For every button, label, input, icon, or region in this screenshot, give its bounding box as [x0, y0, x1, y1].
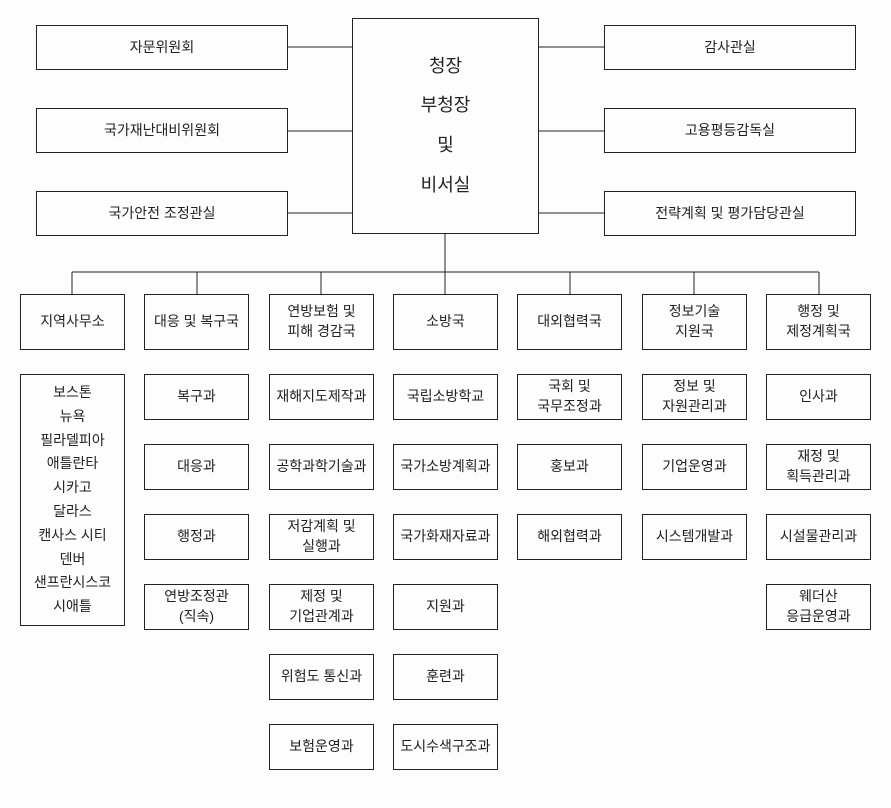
sub-label: 보험운영과	[289, 737, 353, 757]
col-head-external: 대외협력국	[517, 294, 622, 350]
sub-label: 훈련과	[426, 667, 465, 687]
sub-label: 지원과	[426, 597, 465, 617]
sub-box: 보험운영과	[269, 724, 374, 770]
sub-label: 제정 및 기업관계과	[289, 587, 353, 626]
sub-label: 해외협력과	[537, 527, 601, 547]
sub-label: 연방조정관 (직속)	[164, 587, 228, 626]
sub-label: 공학과학기술과	[276, 457, 366, 477]
sub-label: 국가소방계획과	[400, 457, 490, 477]
sub-label: 도시수색구조과	[400, 737, 490, 757]
col-head-label: 소방국	[426, 312, 465, 332]
sub-box: 저감계획 및 실행과	[269, 514, 374, 560]
col-head-fire: 소방국	[393, 294, 498, 350]
col-head-insurance: 연방보험 및 피해 경감국	[269, 294, 374, 350]
left-box-label: 자문위원회	[130, 38, 194, 58]
sub-box: 도시수색구조과	[393, 724, 498, 770]
sub-label: 기업운영과	[662, 457, 726, 477]
col-head-label: 정보기술 지원국	[669, 302, 721, 341]
sub-box: 훈련과	[393, 654, 498, 700]
sub-box: 국립소방학교	[393, 374, 498, 420]
sub-label: 위험도 통신과	[281, 667, 362, 687]
regional-office-list-text: 보스톤 뉴욕 필라델피아 애틀란타 시카고 달라스 캔사스 시티 덴버 샌프란시…	[34, 381, 111, 619]
col-head-label: 대외협력국	[537, 312, 601, 332]
sub-label: 국가화재자료과	[400, 527, 490, 547]
left-advisory-committee: 자문위원회	[36, 25, 288, 70]
left-box-label: 국가재난대비위원회	[104, 121, 220, 141]
col-head-label: 대응 및 복구국	[154, 312, 239, 332]
sub-label: 인사과	[799, 387, 838, 407]
sub-box: 제정 및 기업관계과	[269, 584, 374, 630]
left-national-preparedness: 국가재난대비위원회	[36, 108, 288, 153]
col-head-label: 지역사무소	[40, 312, 104, 332]
sub-box: 행정과	[144, 514, 249, 560]
right-box-label: 감사관실	[704, 38, 756, 58]
right-box-label: 전략계획 및 평가담당관실	[655, 204, 804, 224]
sub-label: 재정 및 획득관리과	[786, 447, 850, 486]
sub-box: 시스템개발과	[642, 514, 747, 560]
sub-box: 기업운영과	[642, 444, 747, 490]
sub-box: 공학과학기술과	[269, 444, 374, 490]
sub-label: 복구과	[177, 387, 216, 407]
sub-box: 해외협력과	[517, 514, 622, 560]
sub-box: 복구과	[144, 374, 249, 420]
sub-label: 시설물관리과	[780, 527, 857, 547]
sub-label: 웨더산 응급운영과	[786, 587, 850, 626]
sub-box: 위험도 통신과	[269, 654, 374, 700]
right-employment-equality: 고용평등감독실	[604, 108, 856, 153]
sub-label: 대응과	[177, 457, 216, 477]
right-audit-office: 감사관실	[604, 25, 856, 70]
sub-box: 인사과	[766, 374, 871, 420]
sub-box: 국가화재자료과	[393, 514, 498, 560]
col-head-admin: 행정 및 제정계획국	[766, 294, 871, 350]
col-head-label: 연방보험 및 피해 경감국	[287, 302, 355, 341]
sub-label: 홍보과	[550, 457, 589, 477]
sub-box: 홍보과	[517, 444, 622, 490]
sub-box: 재해지도제작과	[269, 374, 374, 420]
col-head-it: 정보기술 지원국	[642, 294, 747, 350]
sub-box: 국가소방계획과	[393, 444, 498, 490]
sub-label: 정보 및 자원관리과	[662, 377, 726, 416]
sub-box: 대응과	[144, 444, 249, 490]
col-head-label: 행정 및 제정계획국	[786, 302, 850, 341]
sub-label: 시스템개발과	[656, 527, 733, 547]
center-leadership-box: 청장 부청장 및 비서실	[352, 18, 539, 234]
sub-label: 저감계획 및 실행과	[287, 517, 355, 556]
sub-box: 웨더산 응급운영과	[766, 584, 871, 630]
col-head-regional: 지역사무소	[20, 294, 125, 350]
left-national-safety: 국가안전 조정관실	[36, 191, 288, 236]
center-leadership-text: 청장 부청장 및 비서실	[421, 47, 471, 205]
sub-box: 연방조정관 (직속)	[144, 584, 249, 630]
sub-box: 재정 및 획득관리과	[766, 444, 871, 490]
sub-box: 정보 및 자원관리과	[642, 374, 747, 420]
sub-box: 지원과	[393, 584, 498, 630]
col-head-response: 대응 및 복구국	[144, 294, 249, 350]
regional-office-list: 보스톤 뉴욕 필라델피아 애틀란타 시카고 달라스 캔사스 시티 덴버 샌프란시…	[20, 374, 125, 626]
sub-label: 국회 및 국무조정과	[537, 377, 601, 416]
sub-label: 행정과	[177, 527, 216, 547]
sub-label: 재해지도제작과	[276, 387, 366, 407]
right-strategic-planning: 전략계획 및 평가담당관실	[604, 191, 856, 236]
sub-box: 시설물관리과	[766, 514, 871, 560]
sub-box: 국회 및 국무조정과	[517, 374, 622, 420]
org-chart-canvas: 청장 부청장 및 비서실 자문위원회 국가재난대비위원회 국가안전 조정관실 감…	[0, 0, 891, 808]
right-box-label: 고용평등감독실	[685, 121, 775, 141]
left-box-label: 국가안전 조정관실	[109, 204, 216, 224]
sub-label: 국립소방학교	[407, 387, 484, 407]
